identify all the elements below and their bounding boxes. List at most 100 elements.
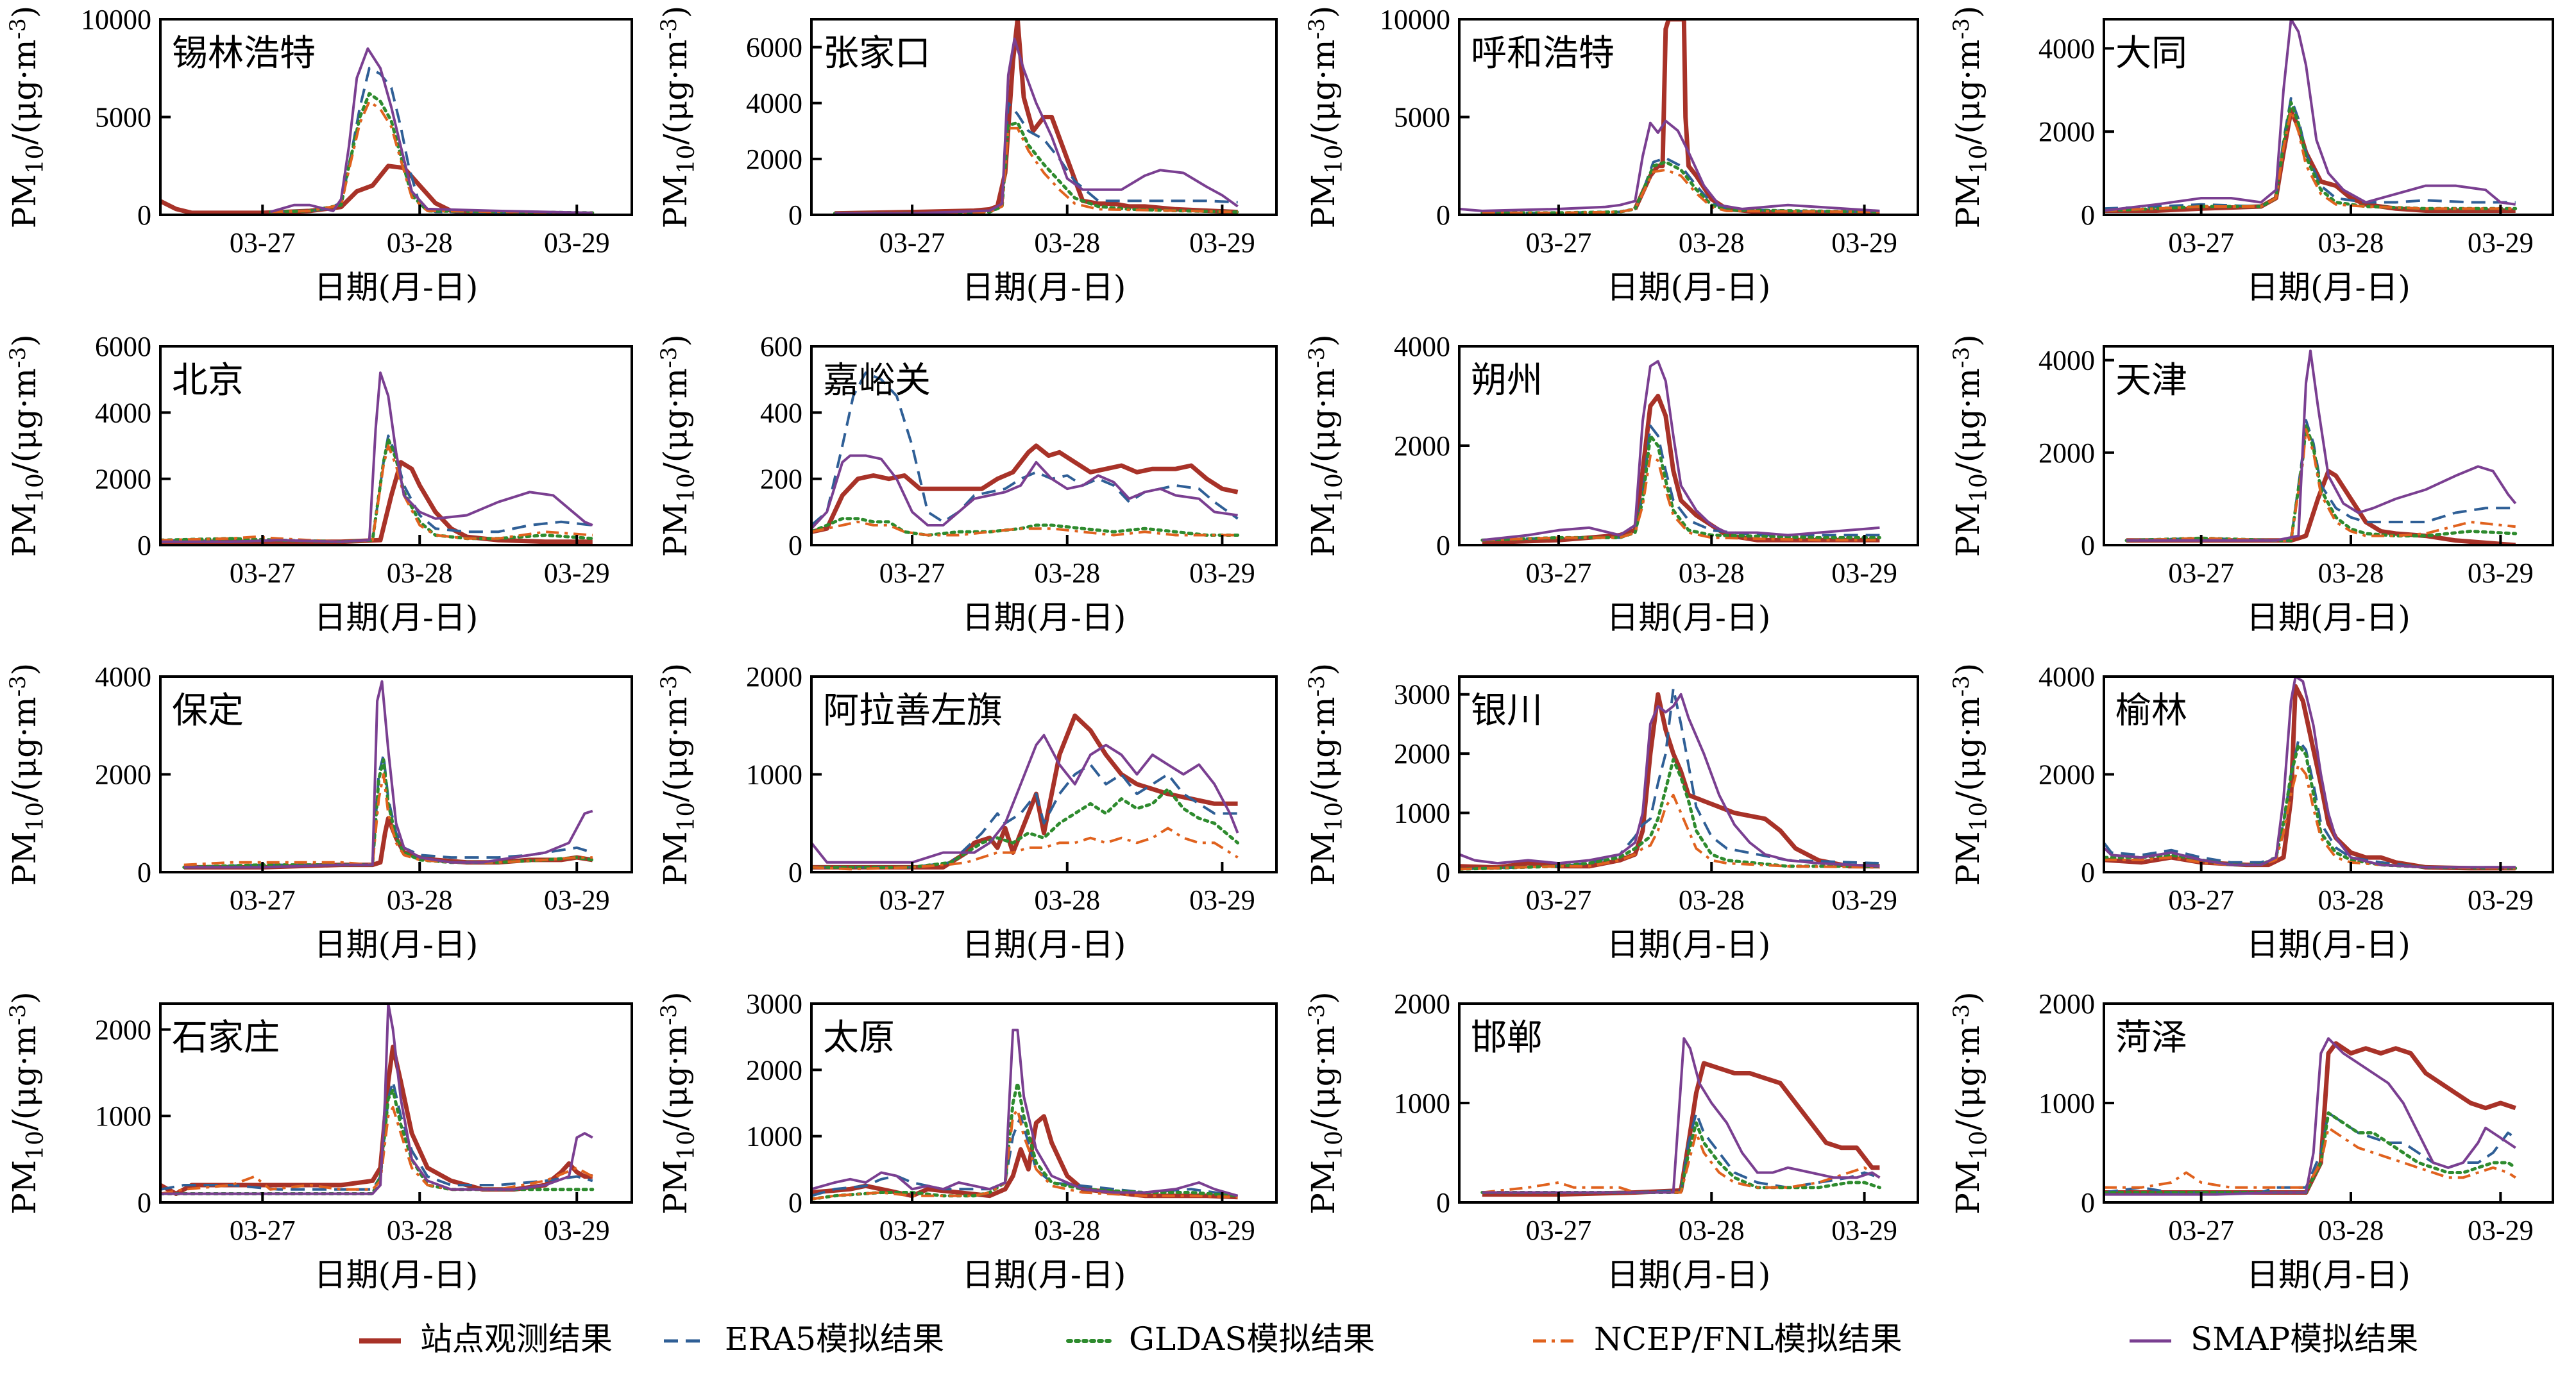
series-line-era5 xyxy=(183,754,593,869)
series-line-obs xyxy=(1459,692,1880,870)
y-axis-label: PM10/(μg·m-3) xyxy=(1304,6,1348,228)
x-tick-label: 03-27 xyxy=(230,557,296,589)
y-tick-label: 4000 xyxy=(2038,345,2095,376)
x-axis-label: 日期(月-日) xyxy=(962,269,1126,306)
series-line-ncep xyxy=(811,520,1238,537)
series-line-ncep xyxy=(835,126,1238,215)
panel-title: 榆林 xyxy=(2115,690,2187,732)
y-tick-label: 2000 xyxy=(1394,988,1450,1020)
legend-label: NCEP/FNL模拟结果 xyxy=(1594,1320,1902,1358)
y-tick-label: 600 xyxy=(760,331,802,362)
x-tick-label: 03-29 xyxy=(1831,1215,1897,1246)
y-tick-label: 2000 xyxy=(746,1054,802,1086)
x-tick-label: 03-27 xyxy=(230,884,296,916)
panel: 0 2000 4000 03-27 03-28 03-29 日期(月-日) PM10/(μg·… xyxy=(1949,334,2554,636)
x-tick-label: 03-27 xyxy=(230,227,296,258)
x-tick-label: 03-27 xyxy=(1526,1215,1592,1246)
series-group xyxy=(2104,19,2518,213)
x-tick-label: 03-28 xyxy=(1034,557,1100,589)
series-line-ncep xyxy=(2104,109,2516,212)
y-tick-label: 0 xyxy=(2081,199,2095,231)
y-tick-label: 0 xyxy=(2081,530,2095,561)
series-group xyxy=(1480,1037,1881,1197)
panel-title: 银川 xyxy=(1471,690,1543,732)
series-line-smap xyxy=(1459,693,1880,868)
y-tick-label: 3000 xyxy=(1394,679,1450,711)
series-group xyxy=(833,19,1240,215)
x-tick-label: 03-27 xyxy=(230,1215,296,1246)
y-axis-label: PM10/(μg·m-3) xyxy=(1304,663,1348,886)
series-line-era5 xyxy=(160,434,593,543)
x-axis-label: 日期(月-日) xyxy=(2246,1256,2411,1293)
y-tick-label: 4000 xyxy=(95,661,151,693)
panel: 0 2000 4000 03-27 03-28 03-29 日期(月-日) PM10/(μg·… xyxy=(1949,6,2554,306)
y-tick-label: 0 xyxy=(2081,1187,2095,1218)
series-line-smap xyxy=(1482,360,1880,542)
y-tick-label: 4000 xyxy=(1394,331,1450,362)
y-tick-label: 0 xyxy=(137,857,151,888)
x-tick-label: 03-29 xyxy=(544,884,610,916)
series-group xyxy=(811,1029,1240,1201)
series-line-gldas xyxy=(1459,757,1881,871)
series-line-gldas xyxy=(1480,160,1881,215)
y-tick-label: 2000 xyxy=(746,144,802,175)
panel: 0 2000 4000 03-27 03-28 03-29 日期(月-日) PM10/(μg·… xyxy=(1304,331,1919,636)
series-line-ncep xyxy=(1482,454,1880,542)
series-line-smap xyxy=(1482,1037,1881,1194)
y-tick-label: 2000 xyxy=(1394,430,1450,462)
y-tick-label: 2000 xyxy=(746,661,802,693)
plot-frame xyxy=(1458,675,1919,873)
series-line-gldas xyxy=(182,758,595,869)
legend-label: SMAP模拟结果 xyxy=(2190,1320,2418,1358)
panel-title: 天津 xyxy=(2115,360,2187,401)
x-tick-label: 03-29 xyxy=(1831,557,1897,589)
panel: 0 2000 4000 03-27 03-28 03-29 日期(月-日) PM10/(μg·… xyxy=(5,661,633,963)
x-tick-label: 03-28 xyxy=(1679,227,1745,258)
series-line-obs xyxy=(811,713,1238,870)
y-tick-label: 1000 xyxy=(746,1121,802,1152)
series-group xyxy=(2124,350,2518,545)
y-axis-label: PM10/(μg·m-3) xyxy=(5,6,49,228)
y-tick-label: 4000 xyxy=(2038,33,2095,64)
x-tick-label: 03-29 xyxy=(1189,1215,1255,1246)
y-tick-label: 0 xyxy=(1436,199,1450,231)
x-axis-label: 日期(月-日) xyxy=(962,599,1126,636)
series-line-smap xyxy=(811,1029,1239,1197)
series-group xyxy=(2104,1037,2518,1196)
series-line-smap xyxy=(2126,350,2517,542)
y-tick-label: 400 xyxy=(760,397,802,428)
y-axis-label: PM10/(μg·m-3) xyxy=(656,991,700,1214)
series-line-ncep xyxy=(183,773,593,866)
panel-title: 保定 xyxy=(172,690,244,732)
x-axis-label: 日期(月-日) xyxy=(1607,1256,1771,1293)
panel: 0 5000 10000 03-27 03-28 03-29 日期(月-日) PM10/(μg… xyxy=(1304,4,1919,306)
series-line-ncep xyxy=(2104,1126,2516,1189)
x-tick-label: 03-27 xyxy=(2168,557,2234,589)
x-tick-label: 03-29 xyxy=(544,557,610,589)
y-tick-label: 5000 xyxy=(1394,102,1450,133)
panel: 0 1000 2000 03-27 03-28 03-29 日期(月-日) PM10/(μg·… xyxy=(1949,988,2554,1293)
x-tick-label: 03-28 xyxy=(387,1215,453,1246)
x-tick-label: 03-27 xyxy=(879,557,945,589)
panel-title: 阿拉善左旗 xyxy=(823,690,1003,732)
y-tick-label: 1000 xyxy=(1394,798,1450,829)
y-tick-label: 0 xyxy=(1436,857,1450,888)
y-axis-label: PM10/(μg·m-3) xyxy=(1304,334,1348,557)
series-line-ncep xyxy=(1482,1131,1881,1194)
y-tick-label: 0 xyxy=(137,1187,151,1218)
panel: 0 2000 4000 6000 03-27 03-28 03-29 日期(月-日) PM10/… xyxy=(656,6,1278,306)
x-tick-label: 03-27 xyxy=(2168,227,2234,258)
series-line-ncep xyxy=(2126,428,2516,542)
panel: 0 1000 2000 03-27 03-28 03-29 日期(月-日) PM10/(μg·… xyxy=(1304,988,1919,1293)
y-tick-label: 2000 xyxy=(2038,759,2095,791)
x-tick-label: 03-27 xyxy=(879,884,945,916)
y-tick-label: 2000 xyxy=(1394,738,1450,770)
y-tick-label: 4000 xyxy=(95,397,151,428)
x-tick-label: 03-28 xyxy=(387,227,453,258)
series-line-smap xyxy=(2104,1037,2516,1196)
y-tick-label: 1000 xyxy=(2038,1088,2095,1119)
x-tick-label: 03-27 xyxy=(879,227,945,258)
y-axis-label: PM10/(μg·m-3) xyxy=(5,991,49,1214)
series-line-smap xyxy=(835,37,1239,215)
